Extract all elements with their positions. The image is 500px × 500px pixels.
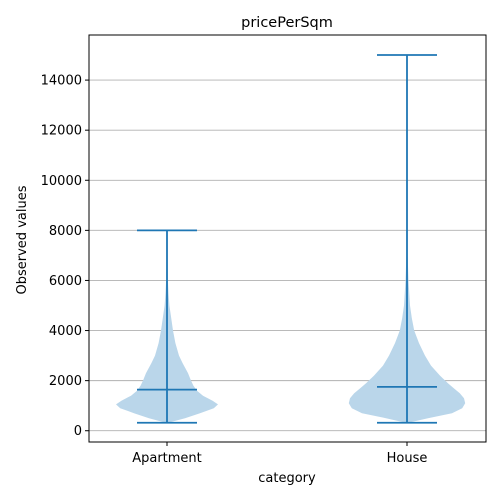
x-tick-label: Apartment bbox=[132, 451, 202, 466]
x-axis-ticks: Apartment House bbox=[132, 442, 427, 466]
y-axis-ticks: 0 2000 4000 6000 8000 10000 12000 14000 bbox=[41, 74, 89, 439]
violin-lines bbox=[137, 54, 437, 424]
y-tick-label: 14000 bbox=[41, 74, 82, 89]
y-tick-label: 4000 bbox=[49, 324, 82, 339]
y-tick-label: 2000 bbox=[49, 374, 82, 389]
y-tick-label: 12000 bbox=[41, 124, 82, 139]
y-axis-label: Observed values bbox=[15, 185, 30, 294]
x-tick-label: House bbox=[387, 451, 428, 466]
chart-title: pricePerSqm bbox=[241, 15, 333, 31]
x-axis-label: category bbox=[258, 471, 316, 486]
violin-bodies bbox=[116, 55, 466, 423]
plot-frame bbox=[88, 34, 487, 443]
y-tick-label: 8000 bbox=[49, 224, 82, 239]
y-tick-label: 10000 bbox=[41, 174, 82, 189]
y-tick-label: 0 bbox=[74, 424, 82, 439]
y-tick-label: 6000 bbox=[49, 274, 82, 289]
